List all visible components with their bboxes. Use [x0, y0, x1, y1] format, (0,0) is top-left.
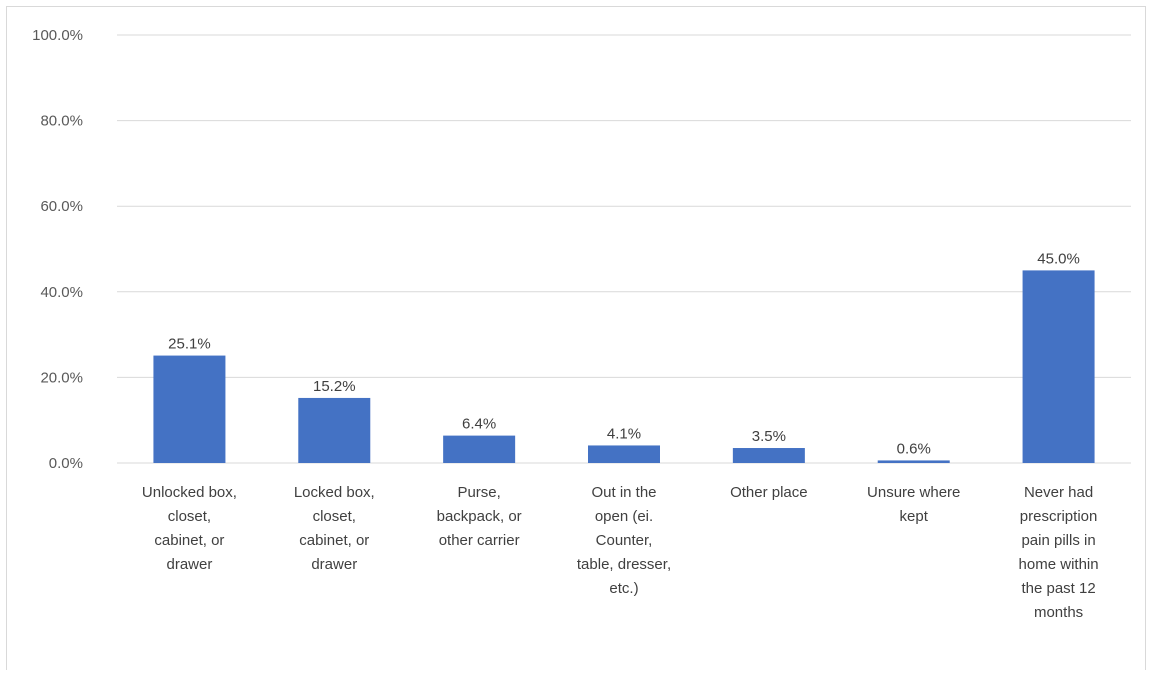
- bar-chart: 0.0% 20.0% 40.0% 60.0% 80.0% 100.0% 25.1% 15.2…: [32, 27, 1131, 621]
- bar: [877, 460, 950, 463]
- bar: [732, 448, 805, 463]
- bar: [588, 445, 660, 463]
- category-label: Out in the open (ei. Counter, table, dresse…: [577, 484, 671, 597]
- category-label: Purse, backpack, or other carrier: [437, 484, 522, 549]
- category-label: Locked box, closet, cabinet, or drawer: [294, 484, 375, 573]
- category-label-line: Out in the: [591, 484, 656, 501]
- category-label-line: Locked box,: [294, 484, 375, 501]
- category-label-line: months: [1034, 604, 1083, 621]
- data-label: 0.6%: [897, 440, 931, 457]
- category-label-line: the past 12: [1021, 580, 1095, 597]
- y-axis-tick-labels: 0.0% 20.0% 40.0% 60.0% 80.0% 100.0%: [32, 27, 83, 472]
- category-label-line: etc.): [609, 580, 638, 597]
- bar: [443, 435, 516, 463]
- y-tick-label: 0.0%: [49, 455, 83, 472]
- bar: [1022, 270, 1095, 463]
- category-label-line: Counter,: [596, 532, 653, 549]
- x-axis-category-labels: Unlocked box, closet, cabinet, or drawerLoc…: [142, 484, 1099, 621]
- category-label-line: pain pills in: [1021, 532, 1095, 549]
- category-label: Unlocked box, closet, cabinet, or drawer: [142, 484, 237, 573]
- category-label-line: Unsure where: [867, 484, 960, 501]
- y-tick-label: 40.0%: [40, 284, 83, 301]
- category-label: Other place: [730, 484, 808, 501]
- category-label-line: drawer: [166, 556, 212, 573]
- category-label-line: closet,: [168, 508, 211, 525]
- category-label-line: table, dresser,: [577, 556, 671, 573]
- y-tick-label: 100.0%: [32, 27, 83, 44]
- category-label-line: cabinet, or: [154, 532, 224, 549]
- data-label: 25.1%: [168, 336, 211, 353]
- data-label: 3.5%: [752, 428, 786, 445]
- category-label-line: Other place: [730, 484, 808, 501]
- category-label-line: other carrier: [439, 532, 520, 549]
- category-label-line: prescription: [1020, 508, 1098, 525]
- data-label: 4.1%: [607, 425, 641, 442]
- category-label-line: Purse,: [457, 484, 500, 501]
- category-label-line: drawer: [311, 556, 357, 573]
- data-label: 15.2%: [313, 378, 356, 395]
- y-tick-label: 20.0%: [40, 369, 83, 386]
- y-tick-label: 80.0%: [40, 113, 83, 130]
- y-tick-label: 60.0%: [40, 198, 83, 215]
- data-labels: 25.1% 15.2% 6.4% 4.1% 3.5% 0.6% 45.0%: [168, 250, 1080, 457]
- category-label-line: closet,: [313, 508, 356, 525]
- chart-area: 0.0% 20.0% 40.0% 60.0% 80.0% 100.0% 25.1% 15.2…: [6, 6, 1146, 670]
- category-label: Unsure where kept: [867, 484, 960, 525]
- bar: [298, 397, 371, 463]
- category-label-line: backpack, or: [437, 508, 522, 525]
- bars: [153, 270, 1095, 463]
- bar: [153, 355, 226, 463]
- category-label-line: Never had: [1024, 484, 1093, 501]
- category-label-line: Unlocked box,: [142, 484, 237, 501]
- category-label-line: cabinet, or: [299, 532, 369, 549]
- data-label: 6.4%: [462, 416, 496, 433]
- category-label-line: kept: [900, 508, 929, 525]
- data-label: 45.0%: [1037, 250, 1080, 267]
- category-label-line: home within: [1019, 556, 1099, 573]
- category-label-line: open (ei.: [595, 508, 653, 525]
- gridlines: [117, 34, 1131, 464]
- category-label: Never had prescription pain pills in home w…: [1019, 484, 1099, 621]
